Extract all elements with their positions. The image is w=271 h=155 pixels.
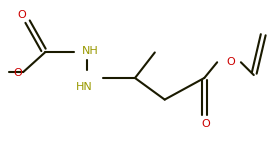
Text: O: O: [227, 57, 235, 67]
Text: O: O: [18, 10, 27, 20]
Text: O: O: [201, 119, 210, 129]
Text: HN: HN: [76, 82, 93, 92]
Text: NH: NH: [82, 46, 99, 56]
Text: O: O: [14, 68, 22, 78]
